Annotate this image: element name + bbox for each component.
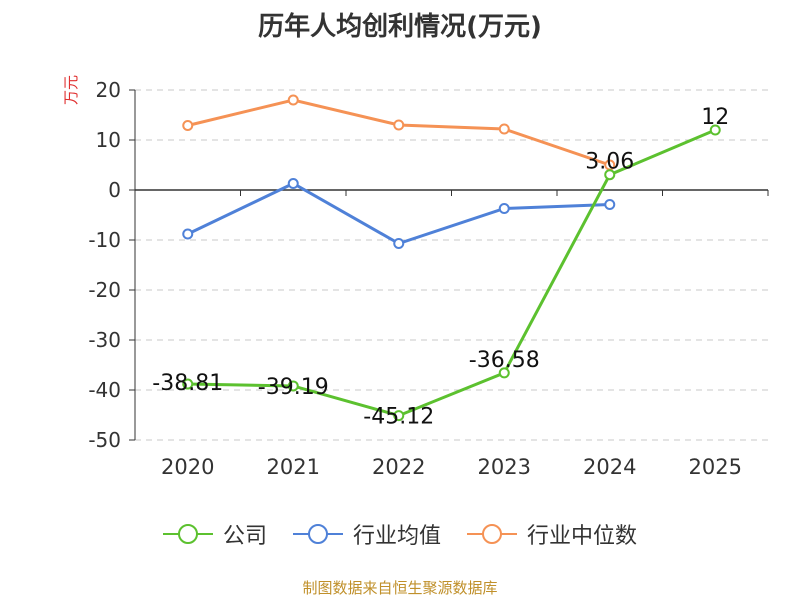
series-line-0: [187, 128, 716, 418]
legend: 公司 行业均值 行业中位数: [0, 518, 800, 550]
y-tick-label: -30: [88, 328, 121, 352]
series-line-2: [187, 98, 611, 167]
legend-item-company[interactable]: 公司: [162, 518, 267, 550]
legend-label-company: 公司: [222, 524, 267, 549]
x-tick-label: 2025: [689, 455, 742, 479]
data-label: 3.06: [585, 150, 634, 175]
y-tick-label: 0: [108, 178, 121, 202]
data-point: [498, 203, 510, 214]
legend-item-industry-median[interactable]: 行业中位数: [467, 518, 637, 550]
legend-label-industry-median: 行业中位数: [527, 524, 638, 549]
data-point: [498, 367, 510, 379]
data-label: -36.58: [469, 348, 540, 373]
data-point: [182, 228, 194, 240]
y-tick-label: 10: [96, 128, 121, 152]
x-tick-label: 2023: [478, 455, 531, 479]
data-point: [287, 94, 299, 106]
data-label: -39.19: [258, 375, 329, 400]
data-label: -38.81: [152, 371, 223, 396]
chart-title: 历年人均创利情况(万元): [258, 12, 542, 42]
data-point: [604, 199, 616, 210]
data-point: [182, 120, 194, 131]
y-tick-label: -50: [88, 428, 121, 452]
data-point: [604, 169, 616, 181]
data-label: 12: [701, 105, 729, 130]
legend-marker-industry-mean-icon: [292, 522, 343, 546]
legend-label-industry-mean: 行业均值: [352, 524, 441, 549]
series-line-1: [187, 181, 610, 246]
data-point: [498, 123, 510, 135]
data-point: [182, 378, 194, 390]
data-point: [709, 124, 721, 136]
y-tick-label: -20: [88, 278, 121, 302]
data-point: [393, 119, 405, 131]
y-tick-label: 20: [96, 78, 121, 102]
x-tick-label: 2024: [583, 455, 636, 479]
y-tick-label: -40: [88, 378, 121, 402]
x-tick-label: 2020: [161, 455, 214, 479]
source-footer: 制图数据来自恒生聚源数据库: [302, 579, 498, 597]
x-tick-label: 2022: [372, 455, 425, 479]
x-tick-label: 2021: [267, 455, 320, 479]
legend-marker-company-icon: [162, 522, 213, 546]
legend-item-industry-mean[interactable]: 行业均值: [292, 518, 441, 550]
data-point: [287, 178, 299, 189]
data-point: [393, 238, 405, 249]
data-point: [393, 410, 405, 422]
y-tick-label: -10: [88, 228, 121, 252]
data-point: [287, 380, 299, 392]
data-label: -45.12: [363, 405, 434, 430]
legend-marker-industry-median-icon: [467, 522, 517, 546]
